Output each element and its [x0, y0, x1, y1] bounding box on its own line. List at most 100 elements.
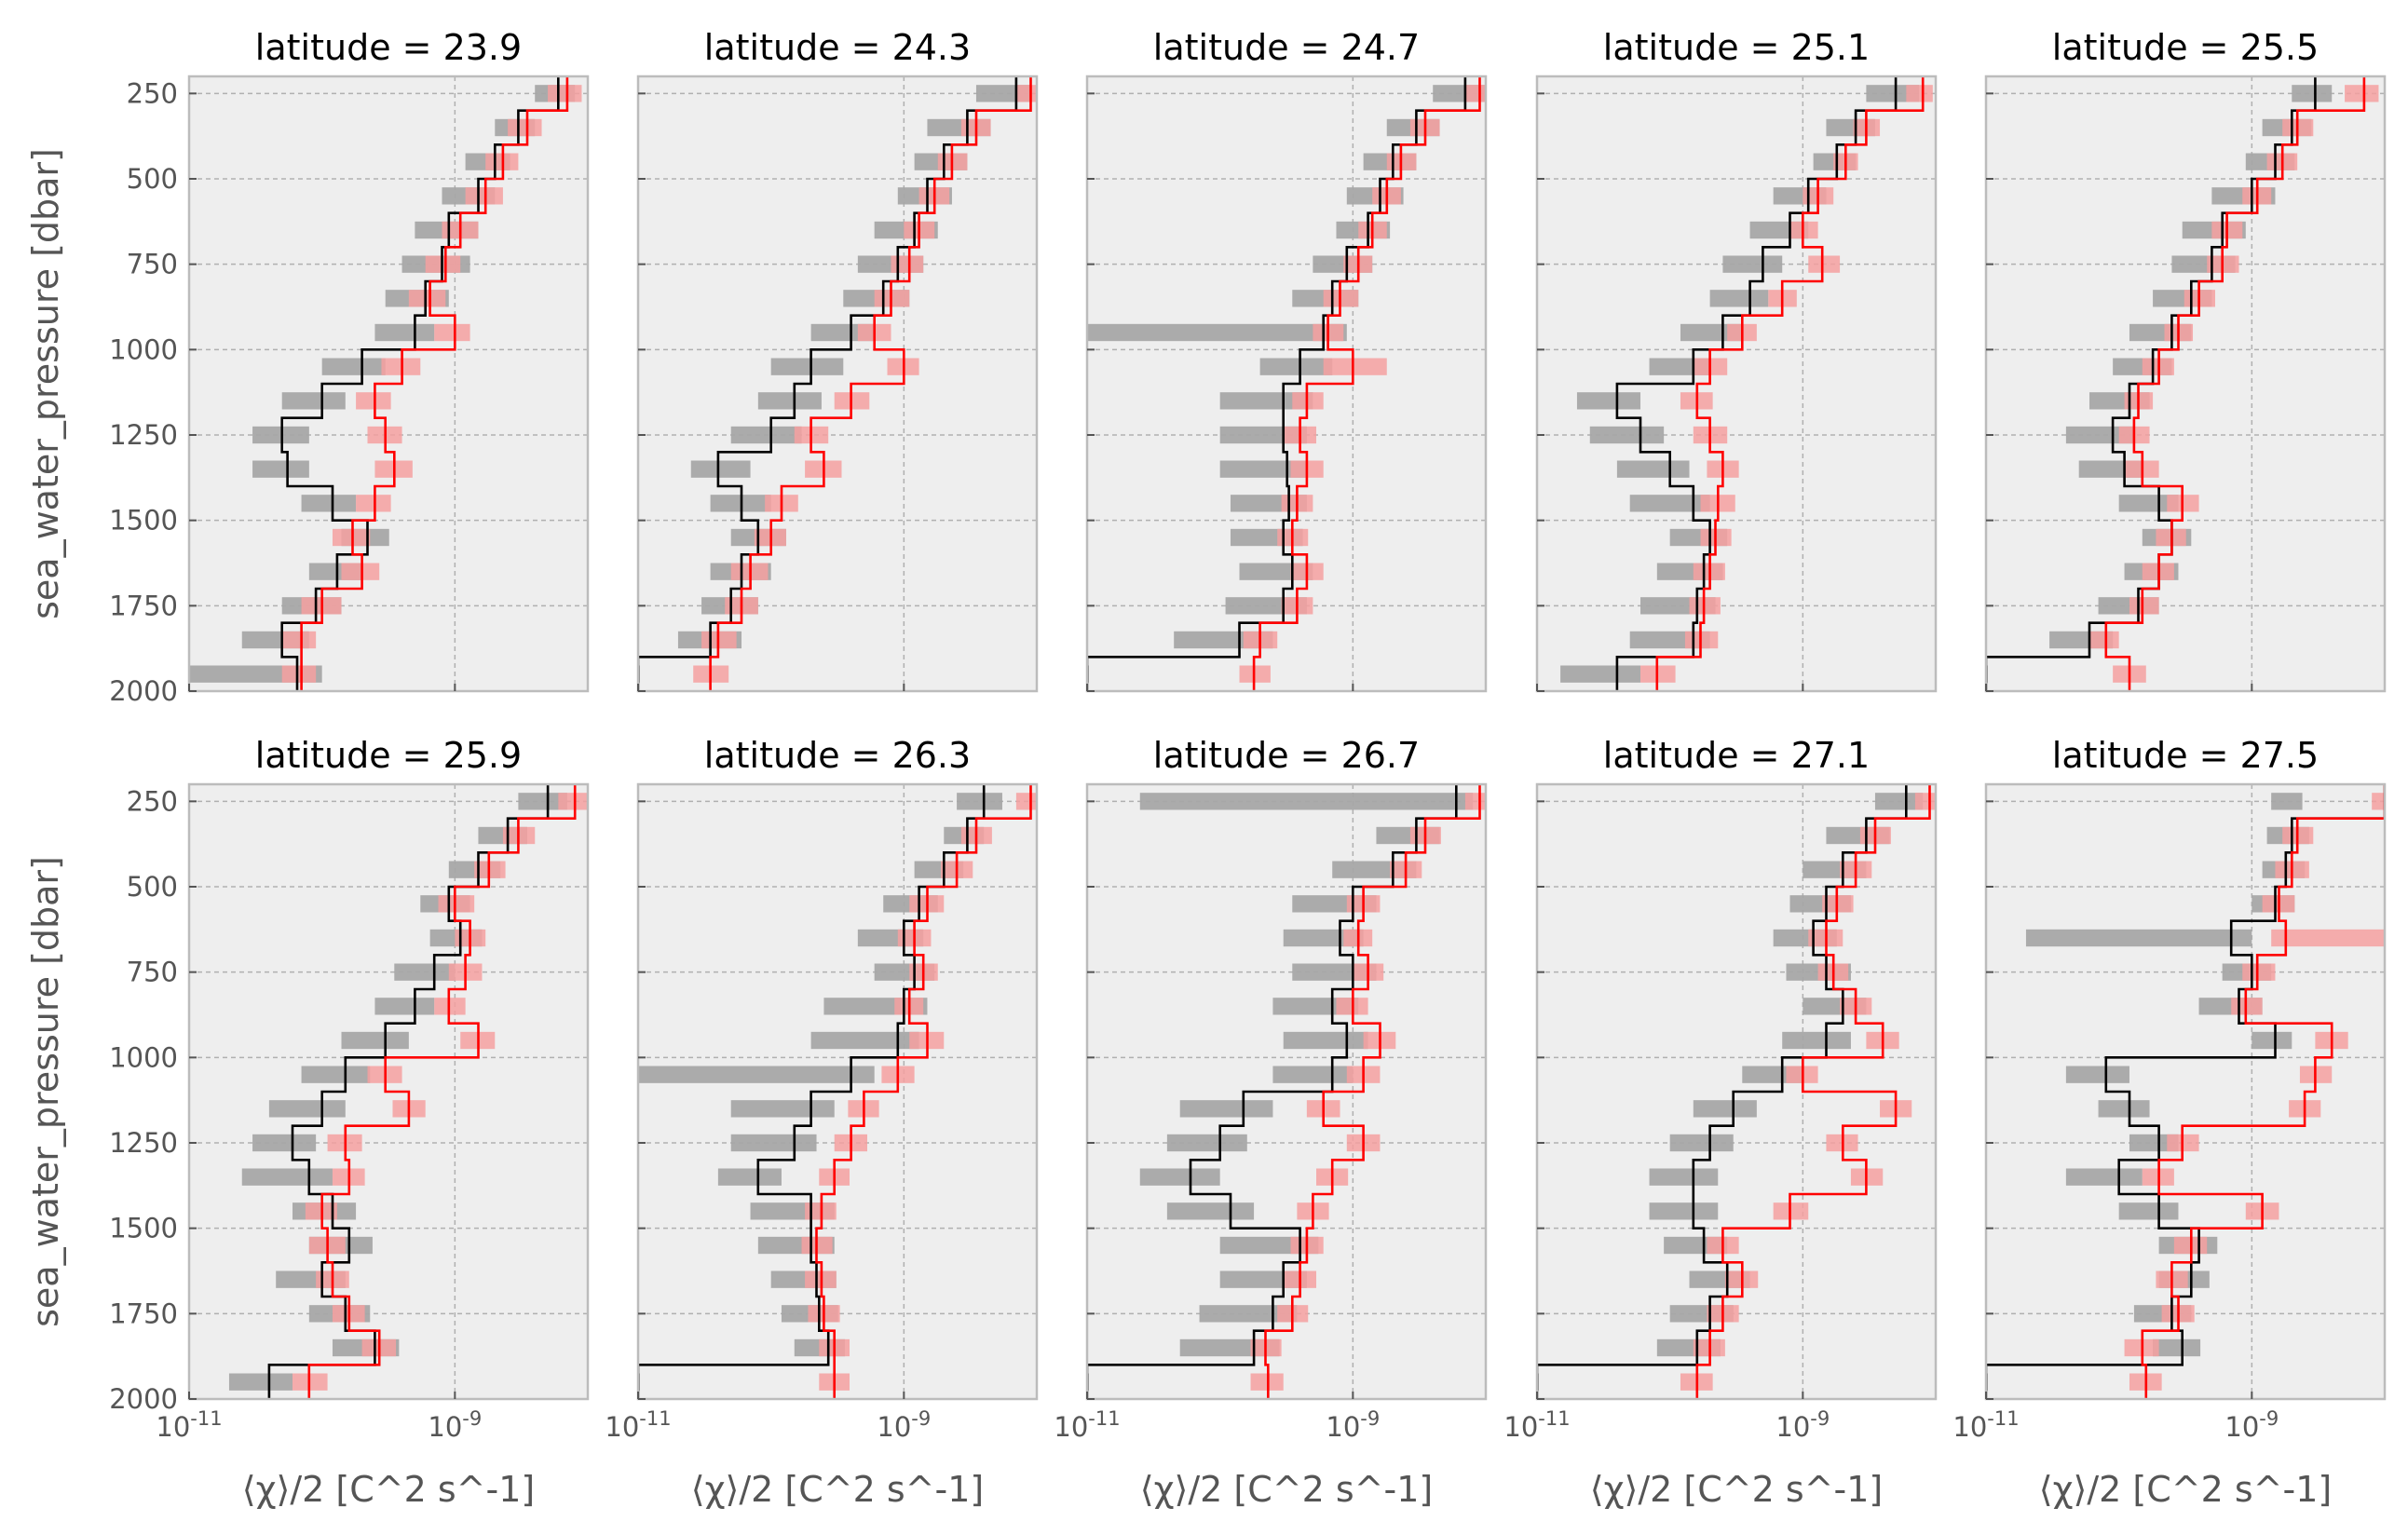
black-band: [2065, 1168, 2143, 1186]
plot-area: [638, 76, 1037, 691]
red-step-line: [300, 76, 569, 691]
xtick-label: 10-11: [605, 1407, 671, 1443]
red-band: [465, 187, 503, 205]
y-axis-label: sea_water_pressure [dbar]: [25, 148, 66, 619]
black-band: [1560, 665, 1641, 683]
panel-background: [638, 76, 1037, 691]
plot-area: [1087, 76, 1486, 691]
red-band: [332, 528, 371, 547]
panel-title: latitude = 24.3: [704, 27, 971, 68]
ytick-label: 1750: [109, 1297, 178, 1329]
red-band: [281, 665, 317, 683]
red-band: [281, 631, 317, 649]
xtick-label: 10-11: [1952, 1407, 2019, 1443]
ytick-label: 750: [127, 249, 178, 280]
black-band: [518, 793, 567, 810]
panel-title: latitude = 25.1: [1603, 27, 1870, 68]
black-band: [2129, 1134, 2179, 1152]
black-band: [1283, 1031, 1368, 1050]
black-band: [730, 1100, 835, 1118]
x-axis-label: ⟨χ⟩/2 [C^2 s^-1]: [1590, 1469, 1883, 1510]
panel-frame: [1984, 782, 2387, 1401]
black-band: [228, 1373, 293, 1391]
black-band: [2098, 1100, 2150, 1118]
panel-title: latitude = 23.9: [255, 27, 522, 68]
xtick-label: 10-9: [1775, 1407, 1830, 1443]
ytick-label: 2000: [109, 675, 178, 707]
ytick-label: 1750: [109, 590, 178, 621]
x-axis-label: ⟨χ⟩/2 [C^2 s^-1]: [242, 1469, 535, 1510]
y-axis-label: sea_water_pressure [dbar]: [25, 856, 66, 1327]
black-band: [374, 323, 435, 342]
red-band: [2089, 631, 2119, 649]
panel-title: latitude = 26.3: [704, 735, 971, 776]
black-band: [2153, 1338, 2201, 1357]
black-band: [1722, 255, 1783, 273]
black-band: [1649, 1202, 1719, 1220]
black-band: [321, 358, 386, 375]
red-band: [2129, 597, 2159, 615]
red-step-line: [1655, 76, 1925, 691]
xtick-label: 10-11: [156, 1407, 222, 1443]
panel-7: latitude = 26.3 10-11 10-9 ⟨χ⟩/2 [C^2 s^-1]: [605, 735, 1039, 1510]
black-band: [2025, 929, 2252, 947]
black-band: [1866, 85, 1920, 102]
panel-10: latitude = 27.5 10-11 10-9 ⟨χ⟩/2 [C^2 s^-1]: [1952, 735, 2387, 1510]
black-band: [1166, 1202, 1255, 1220]
black-band: [1139, 793, 1474, 810]
plot-area: [1986, 784, 2385, 1399]
panel-1: latitude = 23.9 250 500 750 1000 1250 1500 1750…: [25, 27, 590, 707]
black-band: [2292, 85, 2333, 102]
black-band: [690, 460, 751, 478]
panel-frame: [1984, 75, 2387, 693]
xtick-label: 10-9: [1326, 1407, 1380, 1443]
ytick-label: 750: [127, 957, 178, 988]
black-band: [2252, 1031, 2292, 1050]
black-band: [1693, 1100, 1757, 1118]
xtick-label: 10-9: [428, 1407, 482, 1443]
x-axis-label: ⟨χ⟩/2 [C^2 s^-1]: [2039, 1469, 2332, 1510]
black-band: [2118, 495, 2179, 512]
panel-frame: [187, 782, 590, 1401]
black-band: [1087, 323, 1347, 342]
black-band: [252, 1134, 317, 1152]
panel-5: latitude = 25.5: [1984, 27, 2387, 693]
red-band: [438, 895, 475, 913]
panel-frame: [636, 782, 1039, 1401]
red-step-line: [1264, 784, 1481, 1399]
black-band: [1709, 290, 1769, 307]
black-band: [2065, 1066, 2129, 1083]
plot-area: [1087, 784, 1486, 1399]
red-band: [408, 290, 446, 307]
plot-area: [228, 784, 588, 1399]
black-band: [757, 392, 822, 410]
black-band: [1179, 1100, 1273, 1118]
plot-area: [1537, 784, 1936, 1399]
black-band: [394, 963, 456, 981]
black-band: [374, 998, 435, 1015]
xtick-label: 10-11: [1054, 1407, 1120, 1443]
black-step-line: [1986, 784, 2385, 1399]
black-step-line: [1087, 784, 1458, 1399]
xtick-label: 10-11: [1503, 1407, 1570, 1443]
black-band: [1589, 426, 1665, 444]
ytick-label: 500: [127, 871, 178, 903]
ytick-label: 1000: [109, 1041, 178, 1073]
red-band: [2372, 793, 2385, 810]
panel-frame: [1535, 75, 1938, 693]
panel-title: latitude = 26.7: [1153, 735, 1420, 776]
black-band: [1782, 1031, 1851, 1050]
black-band: [730, 1134, 817, 1152]
red-band: [1015, 85, 1037, 102]
ytick-label: 1500: [109, 1213, 178, 1244]
red-band: [341, 563, 380, 580]
x-axis-label: ⟨χ⟩/2 [C^2 s^-1]: [1140, 1469, 1433, 1510]
red-step-line: [2141, 784, 2385, 1399]
panel-6: latitude = 25.9 250 500 750 1000 1250 1500 1750…: [25, 735, 590, 1510]
plot-area: [1986, 76, 2379, 691]
red-step-line: [1695, 784, 1931, 1399]
xtick-label: 10-9: [2224, 1407, 2279, 1443]
black-band: [1283, 929, 1364, 947]
red-step-line: [2104, 76, 2366, 691]
